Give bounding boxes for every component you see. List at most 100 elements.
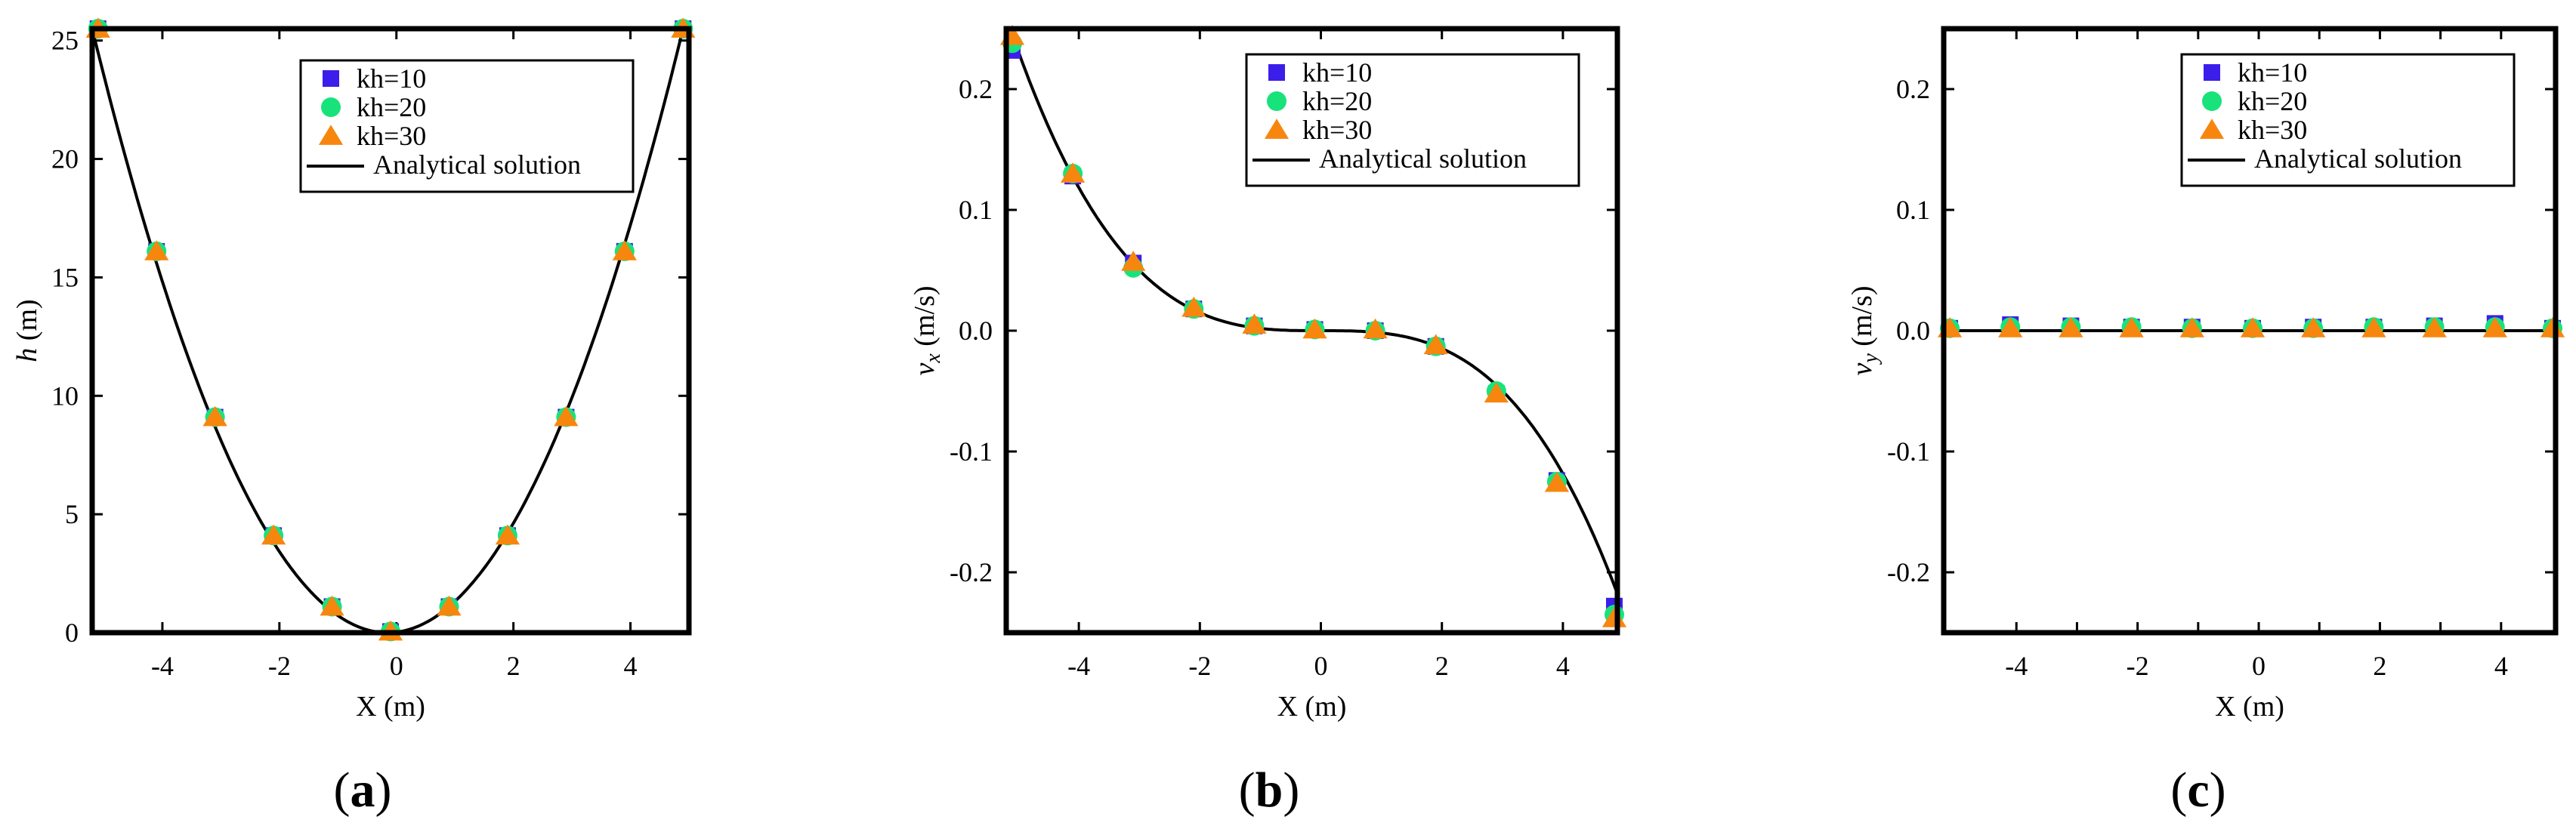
- panel-a-legend-marker-kh10: [323, 70, 339, 87]
- panel-a-y-axis-symbol: h: [11, 348, 43, 362]
- panel-a-legend-box: [299, 59, 635, 193]
- panel-a: -4 -2 0 2 4 0 5 10 15 20 25 kh=10 kh=20 kh=30 Anal…: [11, 17, 696, 818]
- panel-a-y-tick-label: 5: [65, 499, 79, 529]
- panel-a-x-tick-label: 4: [624, 651, 638, 681]
- panel-c-caption-open: (: [2170, 763, 2187, 818]
- panel-a-point-kh30: [320, 595, 344, 616]
- panel-a-caption-close: ): [375, 763, 392, 818]
- panel-b-point-kh30: [1242, 313, 1267, 334]
- panel-a-point-kh30: [437, 595, 462, 616]
- panel-a-y-tick-label: 20: [51, 144, 79, 174]
- panel-c-legend-label-kh10: kh=10: [2238, 57, 2307, 88]
- panel-c-y-axis-unit: (m/s): [1846, 285, 1878, 353]
- panel-b-caption-open: (: [1239, 763, 1256, 818]
- panel-b-y-axis-unit: (m/s): [909, 285, 941, 353]
- panel-b-y-tick-label: -0.2: [950, 557, 993, 587]
- panel-b-point-kh30: [1121, 251, 1146, 271]
- panel-c-y-tick-label: 0.0: [1896, 316, 1930, 346]
- panel-b-legend-label-analytical: Analytical solution: [1319, 143, 1527, 174]
- panel-a-y-tick-label: 0: [65, 618, 79, 648]
- panel-a-legend-marker-kh20: [321, 97, 341, 117]
- panel-a-y-tick-label: 10: [51, 381, 79, 411]
- panel-c-legend-box: [2180, 53, 2516, 187]
- panel-a-legend: kh=10 kh=20 kh=30 Analytical solution: [299, 59, 635, 193]
- panel-c-y-axis-subscript: y: [1859, 353, 1883, 365]
- panel-b: -4 -2 0 2 4 0.2 0.1 0.0 -0.1 -0.2 kh=10 kh=20 kh=…: [909, 24, 1627, 818]
- panel-b-x-tick-label: 2: [1435, 651, 1449, 681]
- panel-b-x-tick-label: 4: [1556, 651, 1570, 681]
- panel-a-legend-label-kh20: kh=20: [357, 92, 426, 122]
- panel-c-legend-label-analytical: Analytical solution: [2254, 143, 2462, 174]
- panel-c-y-tick-label: 0.1: [1896, 195, 1930, 225]
- panel-b-y-tick-label: 0.1: [959, 195, 993, 225]
- panel-b-y-tick-label: 0.2: [959, 74, 993, 104]
- panel-b-legend-marker-kh20: [1267, 91, 1286, 111]
- panel-a-y-tick-label: 15: [51, 262, 79, 292]
- panel-a-frame: [89, 26, 692, 636]
- panel-a-legend-marker-kh30: [318, 125, 344, 145]
- panel-b-point-kh30: [1544, 471, 1570, 492]
- panel-b-caption-close: ): [1283, 763, 1299, 818]
- panel-c-y-tick-label: -0.1: [1887, 436, 1930, 467]
- panel-a-y-axis-title: h (m): [11, 299, 43, 362]
- panel-b-frame: [1003, 26, 1620, 636]
- panel-c-plot-area: -4 -2 0 2 4 0.2 0.1 0.0 -0.1 -0.2: [1887, 26, 2565, 681]
- panel-c-y-axis-symbol: v: [1846, 363, 1878, 376]
- panel-c-point-kh30: [2540, 317, 2565, 337]
- panel-b-y-axis-symbol: v: [909, 363, 941, 376]
- panel-a-y-axis-unit: (m): [11, 299, 43, 347]
- panel-a-legend-label-kh30: kh=30: [357, 121, 426, 151]
- panel-b-legend-label-kh10: kh=10: [1302, 57, 1372, 88]
- panel-b-point-kh30: [1484, 382, 1509, 403]
- panel-a-caption-letter: a: [351, 763, 375, 818]
- panel-c-x-tick-label: -2: [2127, 651, 2149, 681]
- panel-c-caption-letter: c: [2187, 763, 2209, 818]
- panel-c-point-kh30: [2179, 317, 2204, 337]
- panel-b-point-kh30: [1302, 318, 1327, 339]
- panel-b-legend: kh=10 kh=20 kh=30 Analytical solution: [1245, 53, 1580, 187]
- panel-a-point-kh30: [612, 240, 637, 260]
- panel-b-y-tick-label: -0.1: [950, 436, 993, 467]
- panel-a-point-kh30: [261, 524, 286, 545]
- panel-a-x-tick-label: -4: [151, 651, 174, 681]
- panel-c-point-kh30: [2482, 317, 2507, 337]
- panel-b-point-kh30: [1363, 318, 1388, 339]
- panel-a-caption: (a): [334, 763, 392, 818]
- panel-a-caption-open: (: [334, 763, 351, 818]
- panel-a-point-kh30: [495, 524, 520, 545]
- panel-b-x-axis-title: X (m): [1277, 691, 1347, 723]
- panel-c-point-kh30: [2301, 317, 2326, 337]
- panel-b-legend-label-kh20: kh=20: [1302, 86, 1372, 116]
- panel-b-legend-box: [1245, 53, 1580, 187]
- panel-a-x-tick-label: 2: [507, 651, 520, 681]
- panel-c-point-kh30: [2361, 317, 2386, 337]
- panel-b-legend-marker-kh30: [1264, 119, 1290, 139]
- panel-b-point-kh30: [1602, 607, 1627, 627]
- panel-b-caption: (b): [1239, 763, 1300, 818]
- panel-c-point-kh30: [1998, 317, 2023, 337]
- panel-c-legend-label-kh20: kh=20: [2238, 86, 2307, 116]
- panel-c-point-kh30: [2422, 317, 2447, 337]
- panel-c-y-tick-label: 0.2: [1896, 74, 1930, 104]
- panel-b-x-tick-label: 0: [1314, 651, 1328, 681]
- panel-c-point-kh30: [2240, 317, 2266, 337]
- panel-a-legend-label-analytical: Analytical solution: [373, 149, 581, 180]
- panel-c-caption-close: ): [2210, 763, 2226, 818]
- panel-a-x-tick-label: -2: [268, 651, 291, 681]
- panel-c-caption: (c): [2170, 763, 2225, 818]
- panel-b-plot-area: -4 -2 0 2 4 0.2 0.1 0.0 -0.1 -0.2: [950, 24, 1627, 681]
- panel-b-caption-letter: b: [1256, 763, 1283, 818]
- panel-c-legend-marker-kh20: [2202, 91, 2222, 111]
- panel-c-legend-marker-kh30: [2199, 119, 2225, 139]
- panel-c-x-tick-label: -4: [2005, 651, 2028, 681]
- panel-c-legend: kh=10 kh=20 kh=30 Analytical solution: [2180, 53, 2516, 187]
- panel-b-y-tick-label: 0.0: [959, 316, 993, 346]
- panel-c-y-tick-label: -0.2: [1887, 557, 1930, 587]
- panel-b-point-kh30: [1181, 296, 1206, 317]
- panel-b-x-tick-label: -2: [1188, 651, 1211, 681]
- panel-c-x-axis-title: X (m): [2215, 691, 2284, 723]
- panel-a-point-kh30: [202, 405, 227, 427]
- panel-b-legend-label-kh30: kh=30: [1302, 115, 1372, 145]
- panel-c: -4 -2 0 2 4 0.2 0.1 0.0 -0.1 -0.2 kh=10 kh=20 kh=…: [1846, 26, 2565, 818]
